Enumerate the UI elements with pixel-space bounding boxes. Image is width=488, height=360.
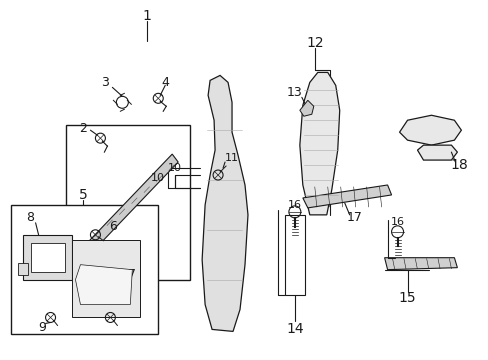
Polygon shape bbox=[299, 72, 339, 215]
Polygon shape bbox=[299, 100, 313, 116]
Text: 11: 11 bbox=[224, 153, 239, 163]
Polygon shape bbox=[202, 75, 247, 332]
Bar bbox=[18, 263, 27, 275]
Text: 3: 3 bbox=[101, 76, 109, 89]
Text: 17: 17 bbox=[346, 211, 362, 224]
Polygon shape bbox=[75, 265, 132, 305]
Bar bbox=[31, 243, 64, 272]
Bar bbox=[285, 215, 304, 294]
Text: 12: 12 bbox=[305, 36, 323, 50]
Bar bbox=[11, 205, 158, 334]
Text: 13: 13 bbox=[286, 86, 302, 99]
Text: 2: 2 bbox=[80, 122, 87, 135]
Polygon shape bbox=[302, 185, 391, 208]
Text: 8: 8 bbox=[26, 211, 35, 224]
Text: 16: 16 bbox=[287, 200, 301, 210]
Text: 10: 10 bbox=[151, 173, 165, 183]
Text: 7: 7 bbox=[128, 268, 136, 281]
Bar bbox=[65, 125, 190, 280]
Polygon shape bbox=[417, 145, 456, 160]
Text: 5: 5 bbox=[79, 188, 88, 202]
Text: 1: 1 bbox=[142, 9, 151, 23]
Polygon shape bbox=[72, 240, 140, 318]
Text: 14: 14 bbox=[285, 323, 303, 337]
Bar bbox=[22, 235, 72, 280]
Text: 16: 16 bbox=[390, 217, 404, 227]
Polygon shape bbox=[85, 154, 178, 252]
Text: 18: 18 bbox=[449, 158, 468, 172]
Text: 4: 4 bbox=[161, 76, 169, 89]
Text: 6: 6 bbox=[109, 220, 117, 233]
Text: 10: 10 bbox=[168, 163, 182, 173]
Text: 15: 15 bbox=[398, 291, 415, 305]
Text: 9: 9 bbox=[39, 321, 46, 334]
Polygon shape bbox=[384, 258, 456, 270]
Polygon shape bbox=[399, 115, 461, 145]
